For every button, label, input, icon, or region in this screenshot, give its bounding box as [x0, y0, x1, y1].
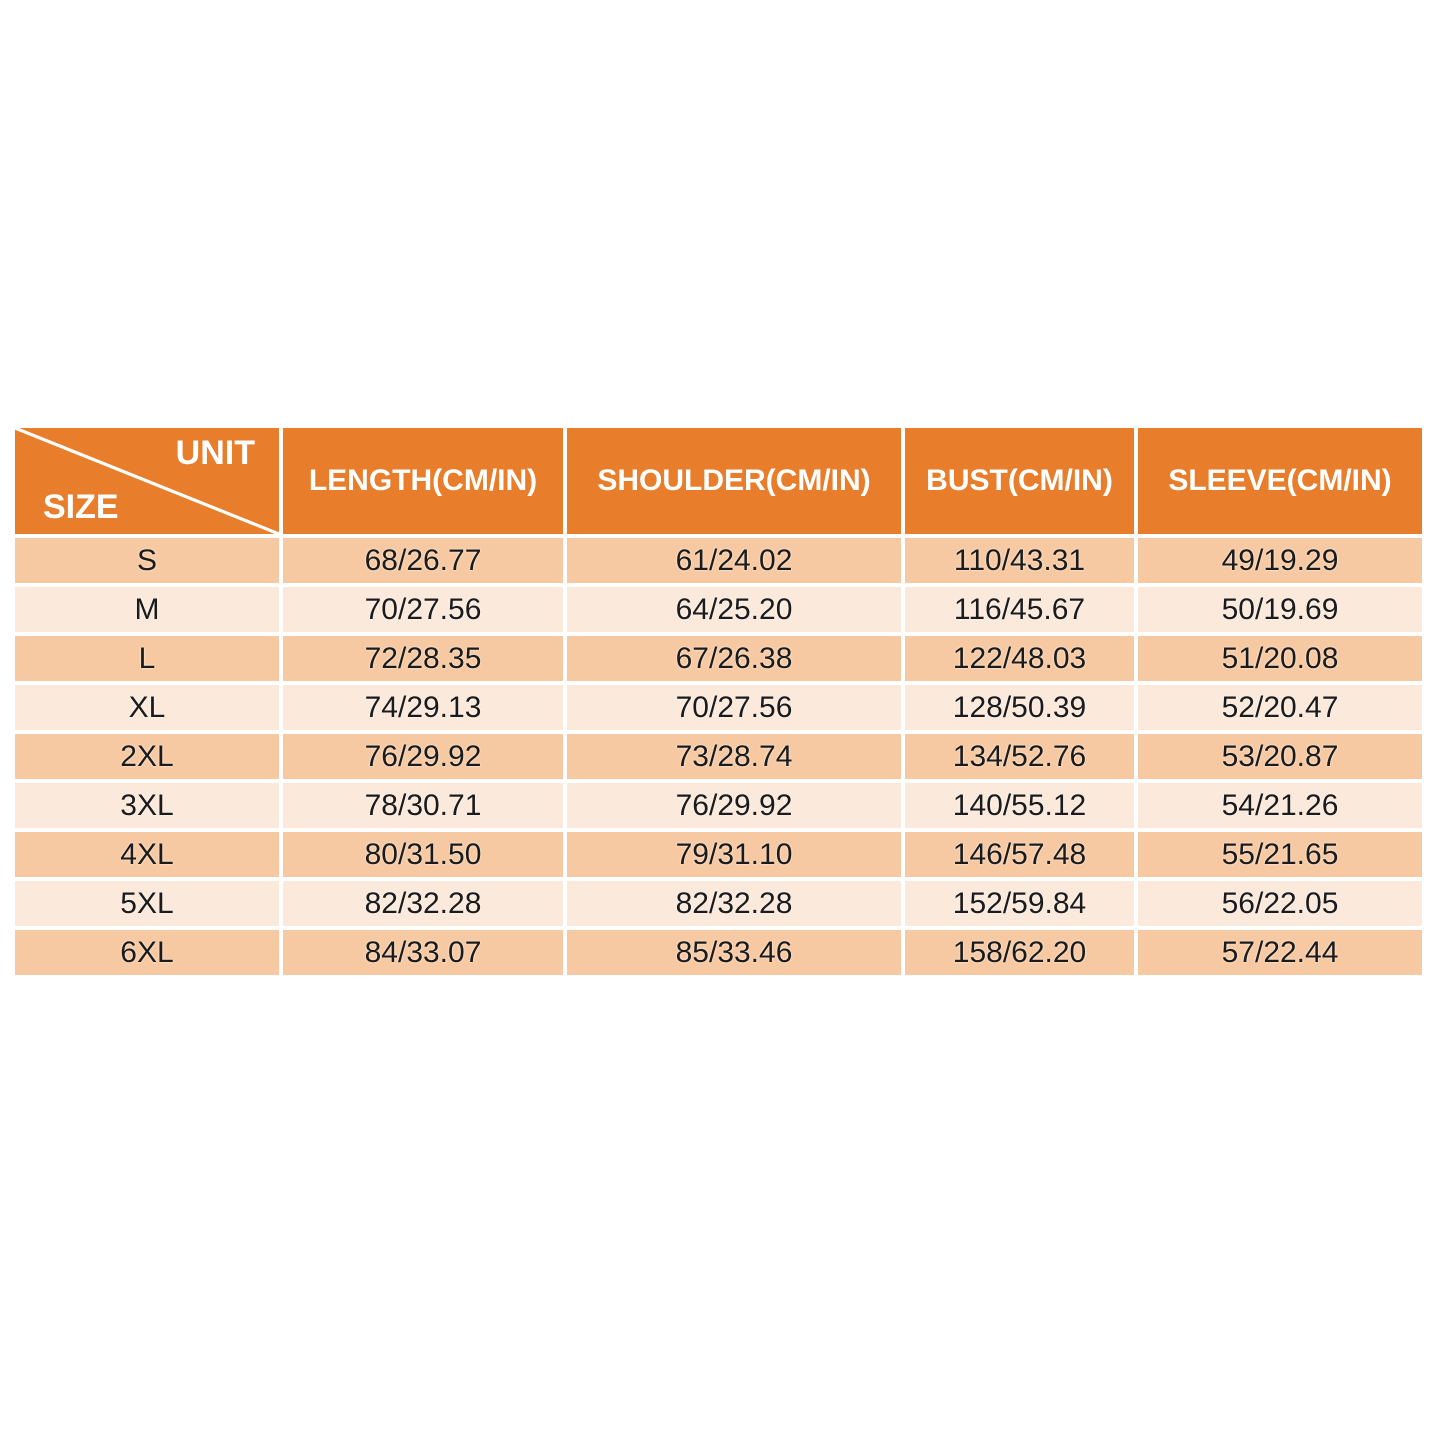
bust-cell: 158/62.20 — [905, 930, 1134, 975]
sleeve-cell: 57/22.44 — [1138, 930, 1422, 975]
shoulder-cell: 82/32.28 — [567, 881, 901, 926]
column-header-sleeve: SLEEVE(CM/IN) — [1138, 428, 1422, 534]
shoulder-cell: 73/28.74 — [567, 734, 901, 779]
shoulder-cell: 67/26.38 — [567, 636, 901, 681]
size-cell: M — [15, 587, 279, 632]
table-row: 2XL 76/29.92 73/28.74 134/52.76 53/20.87 — [15, 734, 1422, 779]
column-header-length: LENGTH(CM/IN) — [283, 428, 563, 534]
sleeve-cell: 50/19.69 — [1138, 587, 1422, 632]
size-cell: 2XL — [15, 734, 279, 779]
length-cell: 82/32.28 — [283, 881, 563, 926]
table-row: 3XL 78/30.71 76/29.92 140/55.12 54/21.26 — [15, 783, 1422, 828]
length-cell: 84/33.07 — [283, 930, 563, 975]
bust-cell: 128/50.39 — [905, 685, 1134, 730]
sleeve-cell: 52/20.47 — [1138, 685, 1422, 730]
table-row: XL 74/29.13 70/27.56 128/50.39 52/20.47 — [15, 685, 1422, 730]
table-row: 6XL 84/33.07 85/33.46 158/62.20 57/22.44 — [15, 930, 1422, 975]
unit-label: UNIT — [175, 434, 255, 472]
size-cell: 4XL — [15, 832, 279, 877]
length-cell: 68/26.77 — [283, 538, 563, 583]
table-row: S 68/26.77 61/24.02 110/43.31 49/19.29 — [15, 538, 1422, 583]
header-row: UNIT SIZE LENGTH(CM/IN) SHOULDER(CM/IN) … — [15, 428, 1422, 534]
size-cell: 5XL — [15, 881, 279, 926]
bust-cell: 134/52.76 — [905, 734, 1134, 779]
table-row: M 70/27.56 64/25.20 116/45.67 50/19.69 — [15, 587, 1422, 632]
bust-cell: 116/45.67 — [905, 587, 1134, 632]
sleeve-cell: 56/22.05 — [1138, 881, 1422, 926]
size-cell: XL — [15, 685, 279, 730]
table-row: L 72/28.35 67/26.38 122/48.03 51/20.08 — [15, 636, 1422, 681]
unit-size-header-cell: UNIT SIZE — [15, 428, 279, 534]
sleeve-cell: 55/21.65 — [1138, 832, 1422, 877]
bust-cell: 146/57.48 — [905, 832, 1134, 877]
shoulder-cell: 70/27.56 — [567, 685, 901, 730]
diagonal-divider — [15, 428, 279, 534]
length-cell: 78/30.71 — [283, 783, 563, 828]
shoulder-cell: 64/25.20 — [567, 587, 901, 632]
sleeve-cell: 51/20.08 — [1138, 636, 1422, 681]
bust-cell: 140/55.12 — [905, 783, 1134, 828]
length-cell: 80/31.50 — [283, 832, 563, 877]
size-label: SIZE — [43, 488, 119, 526]
sleeve-cell: 54/21.26 — [1138, 783, 1422, 828]
bust-cell: 122/48.03 — [905, 636, 1134, 681]
length-cell: 72/28.35 — [283, 636, 563, 681]
length-cell: 70/27.56 — [283, 587, 563, 632]
bust-cell: 152/59.84 — [905, 881, 1134, 926]
column-header-bust: BUST(CM/IN) — [905, 428, 1134, 534]
bust-cell: 110/43.31 — [905, 538, 1134, 583]
size-chart-table: UNIT SIZE LENGTH(CM/IN) SHOULDER(CM/IN) … — [11, 424, 1426, 979]
length-cell: 74/29.13 — [283, 685, 563, 730]
size-cell: 3XL — [15, 783, 279, 828]
table-row: 4XL 80/31.50 79/31.10 146/57.48 55/21.65 — [15, 832, 1422, 877]
length-cell: 76/29.92 — [283, 734, 563, 779]
table-row: 5XL 82/32.28 82/32.28 152/59.84 56/22.05 — [15, 881, 1422, 926]
shoulder-cell: 61/24.02 — [567, 538, 901, 583]
size-cell: 6XL — [15, 930, 279, 975]
size-cell: L — [15, 636, 279, 681]
shoulder-cell: 79/31.10 — [567, 832, 901, 877]
size-cell: S — [15, 538, 279, 583]
column-header-shoulder: SHOULDER(CM/IN) — [567, 428, 901, 534]
shoulder-cell: 85/33.46 — [567, 930, 901, 975]
sleeve-cell: 49/19.29 — [1138, 538, 1422, 583]
shoulder-cell: 76/29.92 — [567, 783, 901, 828]
sleeve-cell: 53/20.87 — [1138, 734, 1422, 779]
